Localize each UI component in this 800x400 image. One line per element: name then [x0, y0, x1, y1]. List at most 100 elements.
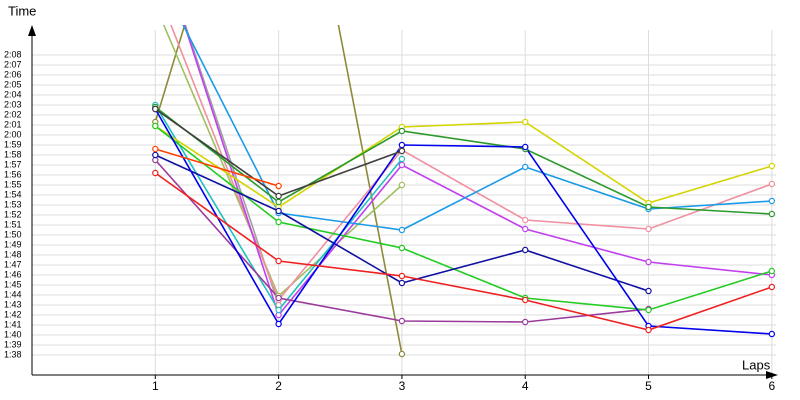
point [152, 122, 159, 130]
series-line [154, 25, 403, 355]
point [398, 181, 406, 189]
y-tick-label: 1:59 [4, 139, 22, 149]
y-tick-label: 2:04 [4, 89, 22, 99]
point [522, 118, 529, 126]
point [398, 161, 406, 169]
y-tick-label: 1:50 [4, 229, 22, 239]
y-tick-label: 1:48 [4, 249, 22, 259]
y-tick-label: 1:53 [4, 199, 22, 209]
point [152, 169, 159, 177]
point [645, 258, 652, 266]
y-tick-label: 2:06 [4, 69, 22, 79]
point [645, 287, 652, 295]
series-line [154, 172, 773, 331]
y-tick-label: 1:43 [4, 299, 22, 309]
series-line [154, 125, 773, 311]
y-tick-label: 1:49 [4, 239, 22, 249]
series-line [154, 106, 772, 215]
y-tick-label: 1:38 [4, 349, 22, 359]
x-tick-label: 1 [152, 379, 159, 393]
series-line [183, 25, 772, 317]
y-tick-label: 2:07 [4, 59, 22, 69]
point [522, 225, 529, 233]
point [152, 151, 159, 159]
y-tick-label: 2:05 [4, 79, 22, 89]
point [768, 180, 776, 188]
x-tick-label: 4 [522, 379, 529, 393]
point [645, 203, 652, 211]
y-arrow [28, 25, 36, 36]
point [522, 163, 529, 171]
point [398, 147, 406, 155]
point [152, 145, 159, 153]
point [768, 267, 776, 275]
point [522, 216, 529, 224]
point [275, 257, 282, 265]
x-tick-label: 5 [645, 379, 652, 393]
point [645, 225, 652, 233]
series-line [155, 148, 279, 187]
point [398, 244, 406, 252]
point [275, 306, 282, 314]
y-tick-label: 1:52 [4, 209, 22, 219]
point [398, 155, 406, 163]
y-tick-label: 2:01 [4, 119, 22, 129]
y-tick-label: 1:56 [4, 169, 22, 179]
point [275, 294, 282, 302]
y-tick-label: 1:44 [4, 289, 22, 299]
point [398, 141, 406, 149]
point [153, 2, 158, 7]
series-line [154, 108, 772, 335]
y-tick-label: 1:45 [4, 279, 22, 289]
point [275, 320, 282, 328]
point [275, 198, 282, 206]
series-line [170, 25, 773, 302]
point [152, 105, 159, 113]
point [398, 272, 406, 280]
point [522, 318, 529, 326]
point [768, 197, 776, 205]
y-tick-label: 1:55 [4, 179, 22, 189]
point [768, 210, 776, 218]
y-tick-label: 1:41 [4, 319, 22, 329]
point [398, 317, 406, 325]
point [275, 207, 282, 215]
series-line [154, 121, 773, 208]
point [522, 143, 529, 151]
point [768, 162, 776, 170]
y-tick-label: 2:03 [4, 99, 22, 109]
point [522, 296, 529, 304]
x-tick-label: 6 [768, 379, 775, 393]
point [768, 283, 776, 291]
y-tick-label: 1:51 [4, 219, 22, 229]
plot-area [152, 2, 776, 358]
point [398, 279, 406, 287]
y-tick-label: 2:08 [4, 49, 22, 59]
y-tick-label: 1:46 [4, 269, 22, 279]
point [275, 182, 282, 190]
point [275, 218, 282, 226]
y-tick-label: 1:47 [4, 259, 22, 269]
point [398, 127, 406, 135]
point [522, 246, 529, 254]
series-line [184, 25, 280, 306]
tick-labels: 1:381:391:401:411:421:431:441:451:461:47… [4, 49, 775, 393]
y-tick-label: 2:00 [4, 129, 22, 139]
y-tick-label: 1:39 [4, 339, 22, 349]
point [768, 330, 776, 338]
y-tick-label: 1:40 [4, 329, 22, 339]
y-tick-label: 1:58 [4, 149, 22, 159]
x-tick-label: 2 [275, 379, 282, 393]
point [645, 306, 652, 314]
y-tick-label: 1:54 [4, 189, 22, 199]
y-tick-label: 1:57 [4, 159, 22, 169]
point [398, 350, 406, 358]
point [398, 226, 406, 234]
y-tick-label: 1:42 [4, 309, 22, 319]
point [645, 326, 652, 334]
x-axis-label: Laps [742, 357, 771, 372]
point [275, 192, 282, 200]
y-tick-label: 2:02 [4, 109, 22, 119]
x-tick-label: 3 [399, 379, 406, 393]
